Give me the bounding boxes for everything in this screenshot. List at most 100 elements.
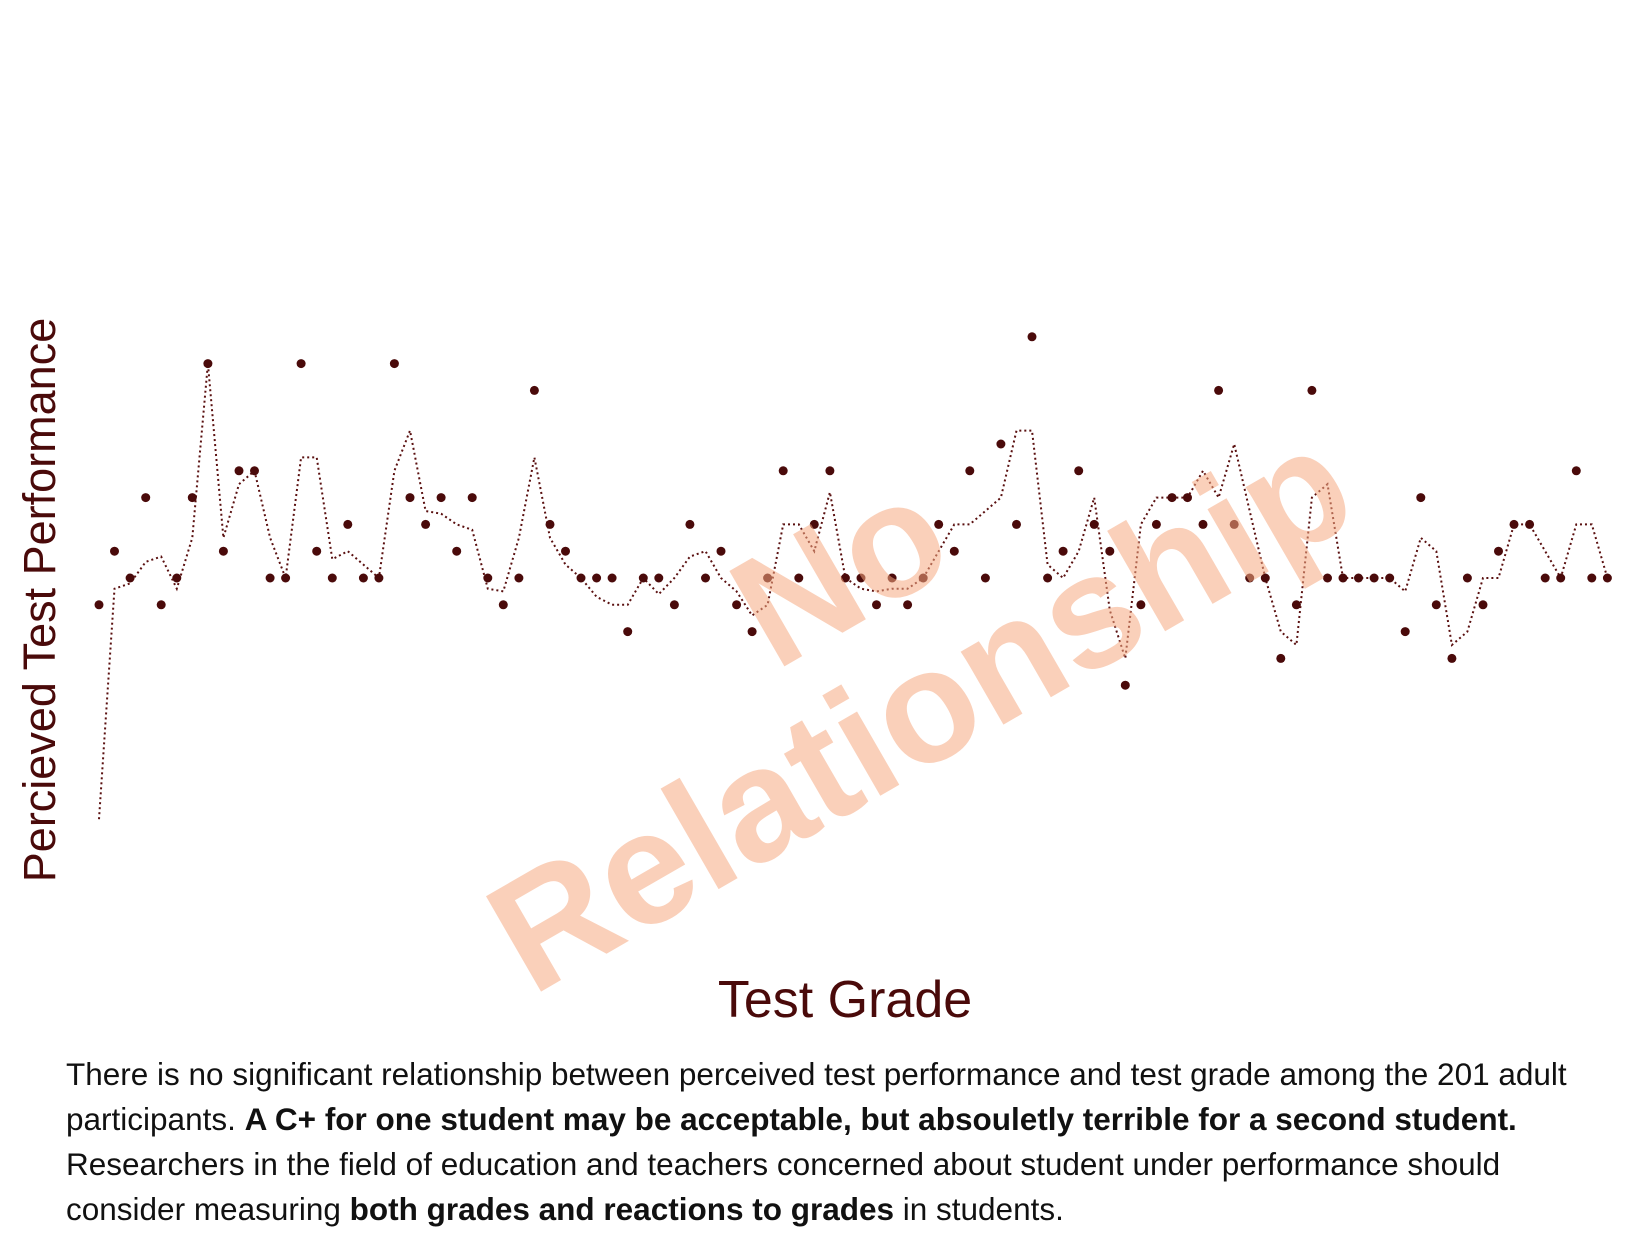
caption-bold-2: both grades and reactions to grades xyxy=(349,1191,894,1227)
data-point xyxy=(358,573,368,583)
data-point xyxy=(467,493,477,503)
data-point xyxy=(1602,573,1612,583)
data-point xyxy=(1540,573,1550,583)
data-point xyxy=(1167,493,1177,503)
data-point xyxy=(561,546,570,556)
data-point xyxy=(343,519,353,529)
data-point xyxy=(1462,573,1472,583)
data-point xyxy=(1105,546,1115,556)
caption-paragraph: There is no significant relationship bet… xyxy=(66,1052,1606,1232)
data-point xyxy=(965,466,975,476)
data-point xyxy=(1338,573,1348,583)
data-point xyxy=(980,573,990,583)
data-point xyxy=(1587,573,1597,583)
data-point xyxy=(576,573,586,583)
data-point xyxy=(156,600,166,610)
data-point xyxy=(1245,573,1255,583)
data-point xyxy=(1089,519,1099,529)
data-point xyxy=(1431,600,1441,610)
data-point xyxy=(1291,600,1301,610)
data-point xyxy=(1323,573,1332,583)
data-point xyxy=(1478,600,1488,610)
x-axis-label: Test Grade xyxy=(717,971,973,1029)
data-point xyxy=(1416,493,1426,503)
data-point xyxy=(794,573,804,583)
data-point xyxy=(1027,332,1037,342)
data-point xyxy=(778,466,788,476)
data-point xyxy=(607,573,617,583)
data-point xyxy=(701,573,710,583)
data-point xyxy=(716,546,726,556)
data-point xyxy=(312,546,322,556)
data-point xyxy=(1369,573,1379,583)
data-point xyxy=(281,573,291,583)
data-point xyxy=(1525,519,1535,529)
data-point xyxy=(1074,466,1084,476)
data-point xyxy=(1214,385,1224,395)
data-point xyxy=(125,573,135,583)
data-point xyxy=(436,493,446,503)
data-point xyxy=(1385,573,1395,583)
data-point xyxy=(327,573,337,583)
data-point xyxy=(1229,519,1239,529)
data-point xyxy=(514,573,524,583)
data-point xyxy=(203,359,213,369)
data-point xyxy=(218,546,228,556)
data-point xyxy=(1136,600,1146,610)
data-point xyxy=(265,573,275,583)
data-point xyxy=(296,359,306,369)
caption-text-2: Researchers in the field of education an… xyxy=(66,1146,1501,1227)
data-point xyxy=(747,627,757,637)
data-point xyxy=(669,600,679,610)
data-points-layer xyxy=(94,332,1612,690)
data-point xyxy=(732,600,742,610)
data-point xyxy=(638,573,648,583)
caption-text-1: There is no significant relationship bet… xyxy=(66,1056,1567,1137)
data-point xyxy=(187,493,197,503)
data-point xyxy=(172,573,182,583)
data-point xyxy=(94,600,104,610)
data-point xyxy=(234,466,244,476)
data-point xyxy=(483,573,493,583)
data-point xyxy=(809,519,819,529)
data-point xyxy=(1307,385,1317,395)
data-point xyxy=(654,573,664,583)
data-point xyxy=(1260,573,1270,583)
caption-text-3: in students. xyxy=(894,1191,1064,1227)
data-point xyxy=(1120,680,1130,690)
data-point xyxy=(887,573,897,583)
data-point xyxy=(934,519,944,529)
data-point xyxy=(452,546,462,556)
data-point xyxy=(856,573,866,583)
data-point xyxy=(110,546,119,556)
data-point xyxy=(498,600,508,610)
data-point xyxy=(1276,653,1286,663)
scatter-plot xyxy=(94,332,1612,820)
data-point xyxy=(840,573,850,583)
data-point xyxy=(1556,573,1566,583)
data-point xyxy=(1571,466,1581,476)
data-point xyxy=(1447,653,1457,663)
data-point xyxy=(949,546,959,556)
data-point xyxy=(374,573,384,583)
data-point xyxy=(825,466,835,476)
data-point xyxy=(1198,519,1208,529)
data-point xyxy=(1509,519,1519,529)
data-point xyxy=(421,519,431,529)
data-point xyxy=(592,573,602,583)
data-point xyxy=(918,573,928,583)
data-point xyxy=(1151,519,1161,529)
data-point xyxy=(1494,546,1503,556)
data-point xyxy=(250,466,259,476)
data-point xyxy=(903,600,913,610)
caption-bold-1: A C+ for one student may be acceptable, … xyxy=(244,1101,1517,1137)
data-point xyxy=(1043,573,1053,583)
data-point xyxy=(685,519,695,529)
data-point xyxy=(141,493,151,503)
data-point xyxy=(1354,573,1363,583)
data-point xyxy=(996,439,1006,449)
data-point xyxy=(872,600,881,610)
data-point xyxy=(1400,627,1410,637)
data-point xyxy=(405,493,415,503)
data-point xyxy=(1183,493,1192,503)
